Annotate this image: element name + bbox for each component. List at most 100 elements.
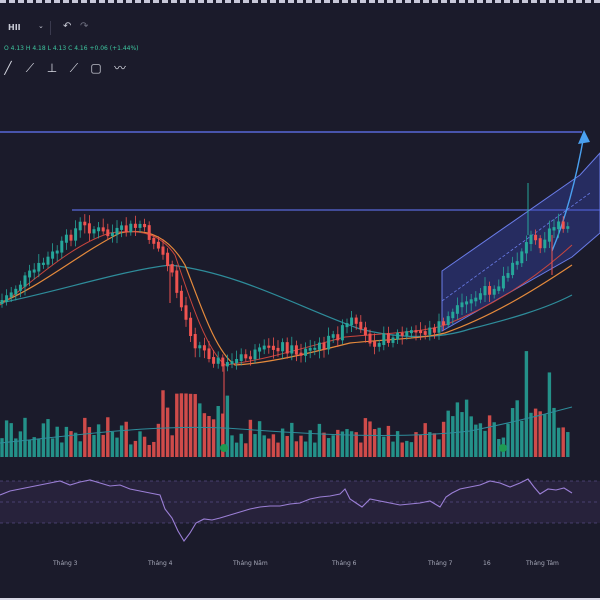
volume-bar[interactable]: [234, 442, 239, 457]
candle[interactable]: [451, 311, 455, 319]
volume-bar[interactable]: [87, 427, 92, 457]
candle[interactable]: [28, 270, 32, 278]
oscillator-line[interactable]: [0, 478, 573, 542]
candle[interactable]: [331, 334, 335, 338]
candle[interactable]: [189, 317, 193, 337]
volume-bar[interactable]: [96, 424, 101, 457]
volume-bar[interactable]: [18, 431, 23, 457]
candle[interactable]: [534, 234, 538, 241]
candle[interactable]: [184, 305, 188, 320]
volume-bar[interactable]: [510, 408, 515, 457]
candle[interactable]: [244, 354, 248, 359]
volume-bar[interactable]: [368, 421, 372, 457]
brush-tool-icon[interactable]: ⟋: [69, 61, 79, 75]
candle[interactable]: [419, 330, 423, 334]
volume-bar[interactable]: [239, 433, 243, 457]
volume-bar[interactable]: [55, 426, 59, 457]
volume-bar[interactable]: [515, 400, 519, 457]
symbol-label[interactable]: HII: [8, 23, 21, 32]
volume-bar[interactable]: [27, 439, 32, 457]
candle[interactable]: [520, 251, 524, 264]
volume-bar[interactable]: [382, 436, 386, 457]
candle[interactable]: [106, 229, 110, 237]
candle[interactable]: [235, 358, 239, 364]
candle[interactable]: [147, 225, 151, 240]
candle[interactable]: [552, 227, 556, 231]
candle[interactable]: [83, 221, 87, 226]
candle[interactable]: [359, 321, 363, 330]
volume-bar[interactable]: [211, 419, 216, 457]
candle[interactable]: [561, 221, 565, 229]
volume-bar[interactable]: [377, 427, 381, 457]
candle[interactable]: [60, 240, 64, 253]
volume-bar[interactable]: [405, 440, 409, 457]
volume-bar[interactable]: [152, 441, 156, 457]
candle[interactable]: [248, 356, 252, 360]
volume-bar[interactable]: [4, 420, 9, 457]
volume-bar[interactable]: [9, 423, 13, 457]
candle[interactable]: [253, 349, 257, 360]
volume-bar[interactable]: [184, 393, 188, 457]
volume-bar[interactable]: [359, 442, 363, 457]
path-tool-icon[interactable]: 〰: [113, 61, 126, 75]
volume-bar[interactable]: [418, 434, 423, 457]
volume-bar[interactable]: [533, 408, 538, 457]
candle[interactable]: [285, 342, 289, 354]
volume-bar[interactable]: [354, 432, 358, 457]
candle[interactable]: [446, 316, 450, 326]
volume-bar[interactable]: [50, 438, 55, 457]
candle[interactable]: [529, 234, 533, 245]
volume-bar[interactable]: [110, 431, 115, 457]
volume-bar[interactable]: [69, 431, 73, 457]
candle[interactable]: [258, 347, 262, 352]
candle[interactable]: [212, 357, 216, 364]
volume-bar[interactable]: [497, 439, 501, 457]
fib-tool-icon[interactable]: ⊥: [46, 61, 58, 75]
moving-average-mid[interactable]: [0, 230, 573, 366]
candle[interactable]: [308, 347, 312, 351]
volume-bar[interactable]: [92, 434, 96, 457]
candle[interactable]: [382, 333, 386, 346]
candle[interactable]: [566, 226, 570, 229]
candle[interactable]: [138, 223, 142, 228]
undo-icon[interactable]: ↶: [63, 21, 72, 32]
candle[interactable]: [377, 343, 381, 347]
volume-bar[interactable]: [423, 423, 427, 457]
volume-bar[interactable]: [221, 413, 225, 457]
volume-bar[interactable]: [216, 406, 220, 457]
volume-bar[interactable]: [271, 434, 276, 457]
volume-bar[interactable]: [538, 411, 542, 457]
candle[interactable]: [64, 234, 68, 243]
candle[interactable]: [423, 331, 427, 335]
candle[interactable]: [110, 232, 114, 237]
candle[interactable]: [193, 334, 197, 349]
candle[interactable]: [488, 286, 492, 295]
volume-bar[interactable]: [566, 432, 570, 457]
candle[interactable]: [437, 321, 441, 333]
candle[interactable]: [32, 269, 36, 273]
candle[interactable]: [409, 330, 413, 334]
chevron-down-icon[interactable]: ⌄: [38, 22, 44, 30]
candle[interactable]: [37, 262, 41, 272]
moving-average-short[interactable]: [0, 231, 573, 366]
volume-bar[interactable]: [547, 372, 552, 457]
candle[interactable]: [304, 348, 308, 356]
candle[interactable]: [547, 228, 551, 242]
candle[interactable]: [129, 223, 133, 233]
candle[interactable]: [442, 321, 446, 326]
volume-bar[interactable]: [336, 429, 340, 457]
candle[interactable]: [396, 332, 400, 340]
volume-bar[interactable]: [244, 443, 248, 457]
candle[interactable]: [363, 327, 367, 336]
volume-bar[interactable]: [478, 423, 483, 457]
candle[interactable]: [501, 275, 505, 289]
candle[interactable]: [120, 225, 124, 230]
volume-bar[interactable]: [395, 431, 400, 457]
volume-bar[interactable]: [313, 442, 317, 457]
volume-bar[interactable]: [124, 421, 128, 457]
volume-bar[interactable]: [326, 438, 331, 457]
candle[interactable]: [281, 342, 285, 352]
volume-series[interactable]: [0, 351, 570, 457]
candle[interactable]: [202, 345, 206, 351]
volume-bar[interactable]: [101, 434, 105, 457]
